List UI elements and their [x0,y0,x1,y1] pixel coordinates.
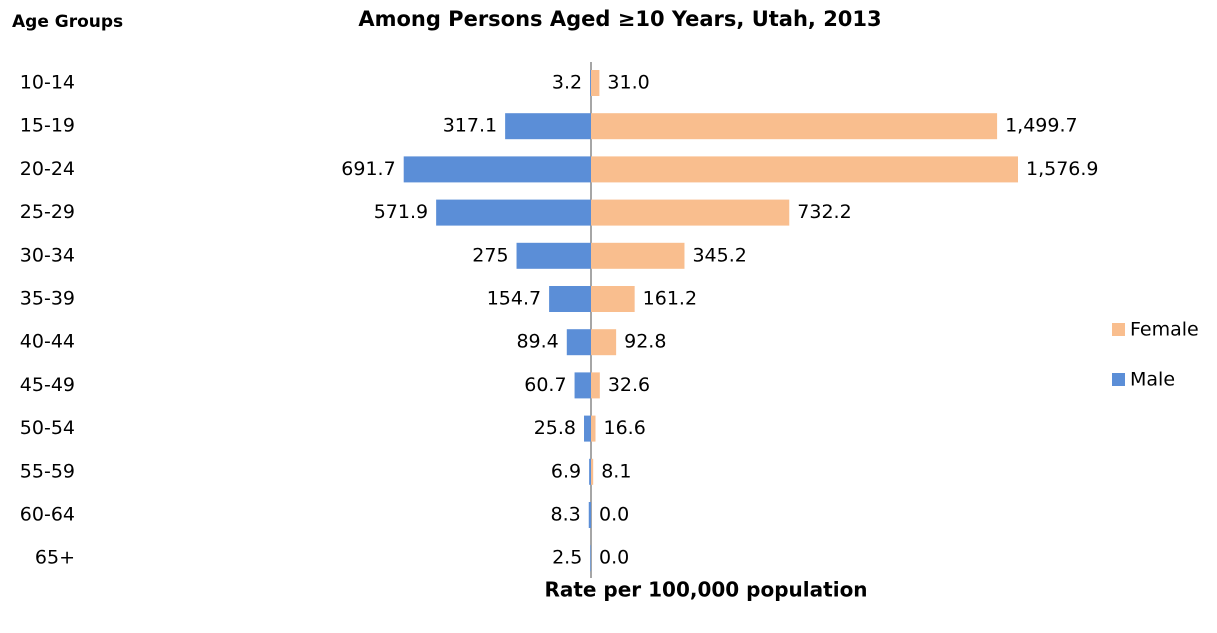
value-label: 92.8 [624,331,666,353]
value-label: 0.0 [599,547,629,569]
legend-swatch [1112,323,1125,336]
category-label: 40-44 [20,331,75,353]
value-label: 31.0 [607,72,649,94]
value-label: 6.9 [551,460,581,482]
bar [591,242,685,269]
bar [590,545,591,572]
x-axis-title: Rate per 100,000 population [544,578,867,602]
bar [591,70,600,96]
bar [591,156,1018,183]
value-label: 32.6 [608,374,650,396]
value-label: 89.4 [516,331,558,353]
value-label: 0.0 [599,504,629,526]
y-axis-title: Age Groups [12,12,123,32]
legend-label: Male [1130,369,1175,391]
bar [591,199,790,226]
value-label: 2.5 [552,547,582,569]
value-label: 60.7 [524,374,566,396]
category-label: 45-49 [20,374,75,396]
value-label: 16.6 [603,417,645,439]
bar [591,458,594,485]
category-label: 15-19 [20,115,75,137]
bar [589,458,591,485]
bar [516,242,591,269]
value-label: 8.3 [551,504,581,526]
value-label: 275 [472,244,508,266]
legend-swatch [1112,373,1125,386]
bar [436,199,591,226]
value-label: 3.2 [552,72,582,94]
bar [549,286,591,312]
category-label: 60-64 [20,504,75,526]
bar [591,113,998,140]
bar [591,372,600,399]
legend-label: Female [1130,319,1199,341]
bar [591,286,635,312]
category-label: 35-39 [20,288,75,310]
value-label: 345.2 [692,244,746,266]
value-label: 732.2 [797,201,851,223]
value-label: 1,499.7 [1005,115,1078,137]
category-label: 55-59 [20,460,75,482]
category-label: 20-24 [20,158,75,180]
value-label: 571.9 [374,201,428,223]
bar [588,502,591,528]
category-label: 10-14 [20,72,75,94]
value-label: 154.7 [487,288,541,310]
value-label: 317.1 [443,115,497,137]
value-label: 161.2 [643,288,697,310]
value-label: 691.7 [341,158,395,180]
bar [590,70,591,96]
bar [591,415,596,442]
value-label: 25.8 [534,417,576,439]
value-label: 1,576.9 [1026,158,1099,180]
bar [584,415,591,442]
category-label: 30-34 [20,244,75,266]
category-label: 50-54 [20,417,75,439]
bar [566,329,591,356]
category-label: 25-29 [20,201,75,223]
bar [574,372,591,399]
chart-title: Among Persons Aged ≥10 Years, Utah, 2013 [358,7,881,31]
value-label: 8.1 [601,460,631,482]
bar [591,329,617,356]
bar [505,113,591,140]
category-label: 65+ [35,547,75,569]
bar [403,156,591,183]
